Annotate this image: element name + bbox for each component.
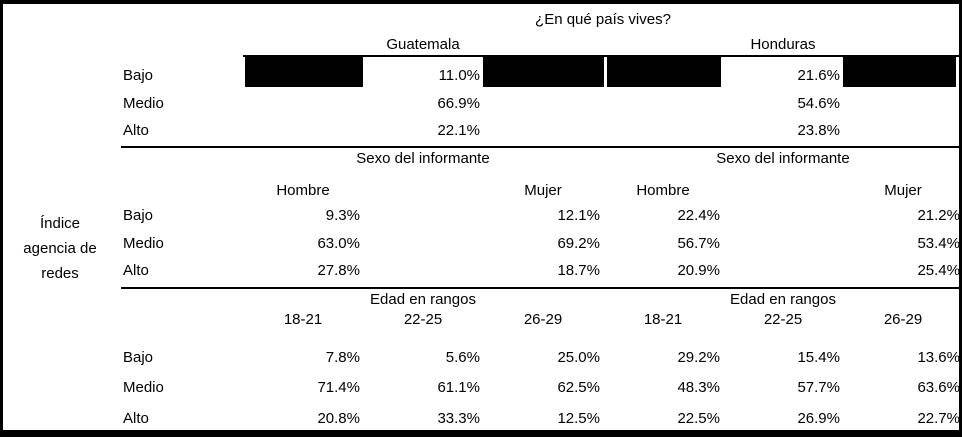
cell-value: 66.9% [437,95,480,112]
row-label: Medio [123,95,164,112]
divider-line-middle-2 [121,287,959,289]
column-header-22-25: 22-25 [403,311,443,328]
cell-value: 21.2% [917,207,960,224]
stub-label-line: redes [41,265,79,282]
cell-value: 22.7% [917,410,960,427]
cell-value: 53.4% [917,235,960,252]
row-label: Medio [123,235,164,252]
cell-value: 18.7% [557,262,600,279]
column-header-hombre: Hombre [276,182,330,199]
cell-value: 56.7% [677,235,720,252]
redaction-box [245,57,363,87]
cell-value: 12.5% [557,410,600,427]
cell-value: 7.8% [325,349,360,366]
cell-value: 13.6% [917,349,960,366]
cell-value: 71.4% [317,379,360,396]
group-header-edad-honduras: Edad en rangos [730,291,836,308]
row-label: Bajo [123,349,154,366]
cell-value: 29.2% [677,349,720,366]
column-header-26-29: 26-29 [523,311,563,328]
group-header-sexo-honduras: Sexo del informante [716,150,850,167]
cell-value: 20.9% [677,262,720,279]
row-label: Alto [123,410,149,427]
row-label: Medio [123,379,164,396]
cell-value: 12.1% [557,207,600,224]
stub-label-line: agencia de [23,240,97,257]
cell-value: 57.7% [797,379,840,396]
cell-value: 61.1% [437,379,480,396]
row-label: Alto [123,122,149,139]
row-label: Bajo [123,67,154,84]
divider-line-middle-1 [121,146,959,148]
cell-value: 69.2% [557,235,600,252]
divider-line-top [243,55,959,57]
cell-value: 54.6% [797,95,840,112]
country-header-guatemala: Guatemala [386,36,460,53]
cell-value: 21.6% [797,67,840,84]
table-title: ¿En qué país vives? [535,11,671,28]
redaction-box [483,57,604,87]
cell-value: 25.0% [557,349,600,366]
column-header-22-25: 22-25 [763,311,803,328]
column-header-26-29: 26-29 [883,311,923,328]
cell-value: 23.8% [797,122,840,139]
cell-value: 15.4% [797,349,840,366]
country-header-honduras: Honduras [750,36,816,53]
cell-value: 5.6% [445,349,480,366]
cell-value: 63.6% [917,379,960,396]
column-header-mujer: Mujer [884,182,922,199]
group-header-sexo-guatemala: Sexo del informante [356,150,490,167]
row-label: Alto [123,262,149,279]
redaction-box [843,57,956,87]
row-label: Bajo [123,207,154,224]
cell-value: 22.4% [677,207,720,224]
group-header-edad-guatemala: Edad en rangos [370,291,476,308]
cell-value: 33.3% [437,410,480,427]
cell-value: 9.3% [325,207,360,224]
stub-label-line: Índice [39,215,81,232]
stub-label: Índice agencia de redes [7,211,113,286]
cell-value: 22.1% [437,122,480,139]
cell-value: 48.3% [677,379,720,396]
cell-value: 22.5% [677,410,720,427]
column-header-hombre: Hombre [636,182,690,199]
column-header-mujer: Mujer [524,182,562,199]
cell-value: 63.0% [317,235,360,252]
cell-value: 25.4% [917,262,960,279]
redaction-box [607,57,721,87]
cell-value: 11.0% [438,67,480,84]
cell-value: 26.9% [797,410,840,427]
cell-value: 62.5% [557,379,600,396]
column-header-18-21: 18-21 [643,311,683,328]
cell-value: 27.8% [317,262,360,279]
column-header-18-21: 18-21 [283,311,323,328]
cell-value: 20.8% [317,410,360,427]
